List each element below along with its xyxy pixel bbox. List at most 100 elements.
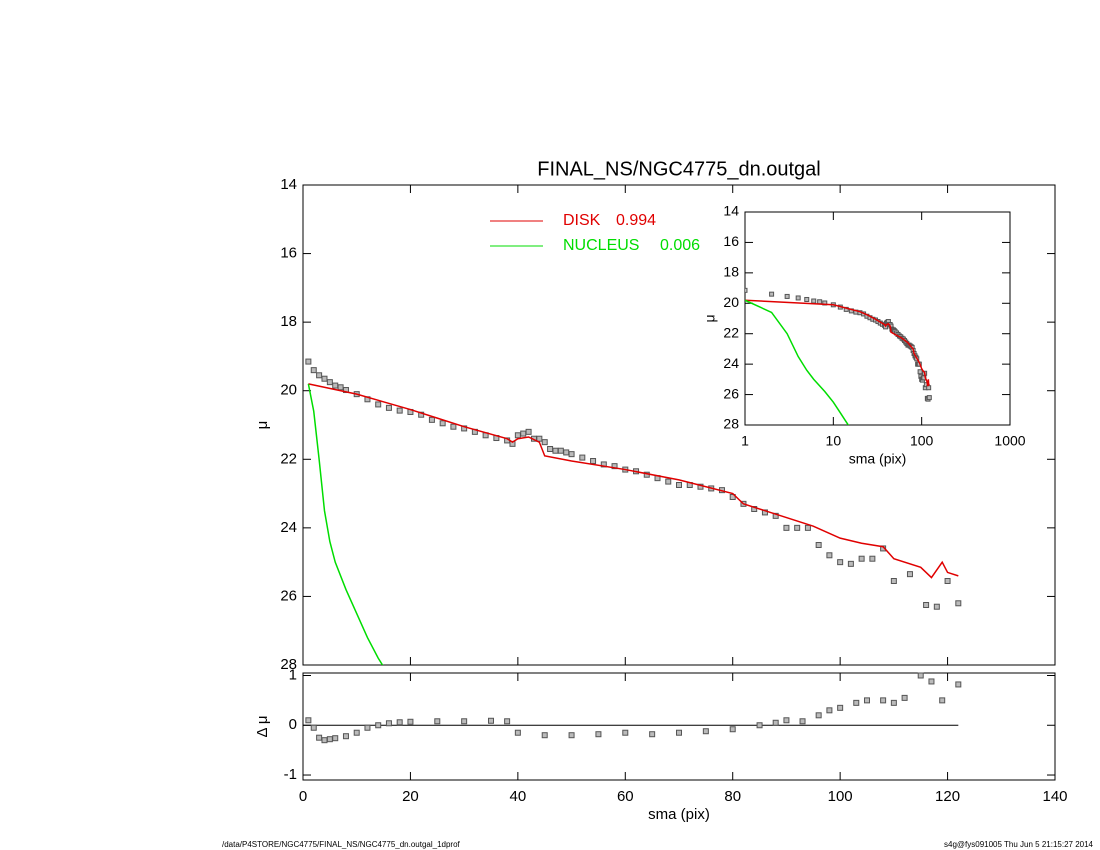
legend-fraction: 0.994: [616, 212, 656, 229]
data-point: [923, 602, 930, 608]
data-point: [547, 446, 554, 452]
residual-point: [917, 672, 924, 679]
data-point: [332, 382, 339, 389]
residual-point: [321, 737, 328, 744]
data-point: [337, 384, 344, 391]
y-tick-label: 14: [280, 176, 297, 193]
y-tick-label: 28: [723, 416, 739, 432]
data-point: [933, 603, 940, 610]
x-tick-label: 80: [724, 788, 741, 805]
data-point: [552, 447, 559, 454]
data-point: [305, 358, 312, 365]
residual-point: [702, 728, 709, 735]
data-point: [557, 447, 564, 454]
data-point: [665, 478, 672, 485]
residual-point: [756, 722, 763, 729]
x-tick-label: 100: [828, 788, 853, 805]
y-tick-label: 18: [280, 313, 297, 330]
x-axis-label: sma (pix): [648, 806, 710, 823]
y-tick-label: 26: [280, 587, 297, 604]
residual-point: [826, 707, 833, 714]
data-point: [906, 571, 913, 578]
residual-point: [901, 694, 908, 701]
plot-area: [305, 358, 962, 665]
x-tick-label: 140: [1042, 788, 1067, 805]
residual-point: [890, 699, 897, 706]
data-point: [858, 555, 865, 562]
residual-point: [955, 681, 962, 688]
model-line: [745, 299, 930, 387]
data-point: [321, 375, 328, 382]
residual-point: [514, 729, 521, 736]
x-tick-label: 100: [910, 433, 934, 449]
residual-point: [353, 729, 360, 736]
data-point: [375, 401, 382, 408]
data-point: [536, 435, 543, 442]
residual-point: [342, 733, 349, 740]
footer-right: s4g@fys091005 Thu Jun 5 21:15:27 2014: [944, 840, 1094, 849]
x-tick-label: 60: [617, 788, 634, 805]
data-point: [439, 420, 446, 427]
plot-frame: [302, 672, 1056, 781]
data-point: [316, 372, 323, 379]
data-point: [804, 296, 810, 302]
residual-point: [385, 720, 392, 727]
x-tick-label: 40: [510, 788, 527, 805]
residual-point: [326, 736, 333, 743]
chart-title: FINAL_NS/NGC4775_dn.outgal: [537, 158, 821, 180]
data-point: [600, 461, 607, 468]
residual-point: [815, 712, 822, 719]
data-point: [450, 423, 457, 430]
legend-fraction: 0.006: [660, 237, 700, 254]
residual-point: [649, 731, 656, 738]
data-point: [890, 578, 897, 584]
data-point: [794, 524, 801, 531]
data-point: [769, 291, 775, 297]
y-axis-label: μ: [702, 314, 718, 322]
data-point: [514, 432, 521, 439]
y-tick-label: 20: [280, 382, 297, 399]
data-point: [579, 454, 586, 461]
residual-point: [676, 729, 682, 736]
y-tick-label: 26: [723, 385, 739, 401]
residual-point: [305, 717, 312, 724]
residual-point: [928, 678, 935, 685]
x-axis-label: sma (pix): [849, 451, 907, 467]
residual-point: [729, 726, 736, 733]
data-point: [811, 298, 817, 304]
y-axis-label: μ: [254, 421, 271, 430]
residual-point: [396, 719, 403, 726]
residual-point: [568, 732, 575, 739]
data-point: [869, 555, 876, 562]
data-point: [568, 451, 575, 458]
x-tick-label: 0: [299, 788, 307, 805]
y-tick-label: 24: [723, 355, 739, 371]
residual-point: [772, 719, 779, 726]
plot-frame: [744, 211, 1011, 426]
data-point: [385, 404, 392, 411]
data-point: [563, 449, 570, 456]
residual-point: [332, 735, 339, 742]
residual-point: [799, 718, 806, 725]
y-tick-label: -1: [284, 766, 297, 783]
y-tick-label: 22: [723, 324, 739, 340]
x-tick-label: 1: [741, 433, 749, 449]
data-point: [926, 385, 932, 391]
residual-point: [434, 718, 441, 725]
data-point: [826, 552, 833, 559]
residual-point: [316, 734, 323, 741]
residual-point: [837, 704, 844, 711]
residual-point: [864, 697, 870, 704]
residual-point: [310, 724, 317, 731]
data-point: [804, 524, 811, 531]
data-point: [396, 407, 403, 414]
data-point: [676, 482, 682, 488]
data-point: [428, 416, 435, 423]
y-tick-label: 16: [280, 245, 297, 262]
model-line: [308, 383, 959, 579]
residual-point: [622, 729, 629, 736]
y-tick-label: 16: [723, 233, 739, 249]
residual-point: [939, 697, 946, 704]
data-point: [783, 524, 790, 531]
